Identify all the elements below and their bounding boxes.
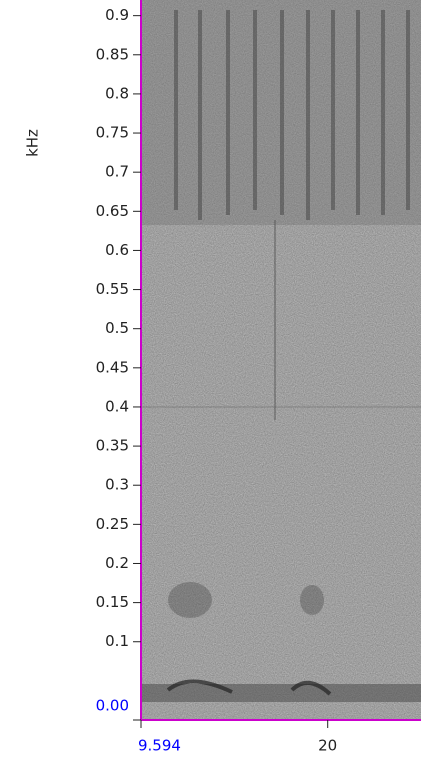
y-tick-label: 0.6 <box>105 241 129 259</box>
y-tick-label: 0.00 <box>96 697 129 715</box>
y-tick-label: 0.9 <box>105 6 129 24</box>
y-tick-label: 0.1 <box>105 632 129 650</box>
y-tick-label: 0.85 <box>96 45 129 63</box>
y-tick-label: 0.4 <box>105 397 129 415</box>
y-tick-label: 0.65 <box>96 202 129 220</box>
y-tick-label: 0.15 <box>96 593 129 611</box>
y-tick-label: 0.25 <box>96 515 129 533</box>
y-tick-label: 0.75 <box>96 124 129 142</box>
spectrogram-image <box>141 0 421 720</box>
x-tick-label: 9.594 <box>138 737 181 755</box>
y-axis-label: kHz <box>24 129 42 157</box>
y-tick-label: 0.45 <box>96 358 129 376</box>
y-tick-label: 0.5 <box>105 319 129 337</box>
y-tick-label: 0.7 <box>105 163 129 181</box>
y-tick-label: 0.55 <box>96 280 129 298</box>
x-tick-label: 20 <box>318 737 337 755</box>
y-tick-label: 0.3 <box>105 476 129 494</box>
y-tick-label: 0.35 <box>96 437 129 455</box>
y-tick-label: 0.2 <box>105 554 129 572</box>
y-tick-label: 0.8 <box>105 84 129 102</box>
chart: kHz 0.00 0.1 0.15 0.2 0.25 0.3 0.35 0.4 0.45 0.5 0… <box>0 0 421 758</box>
